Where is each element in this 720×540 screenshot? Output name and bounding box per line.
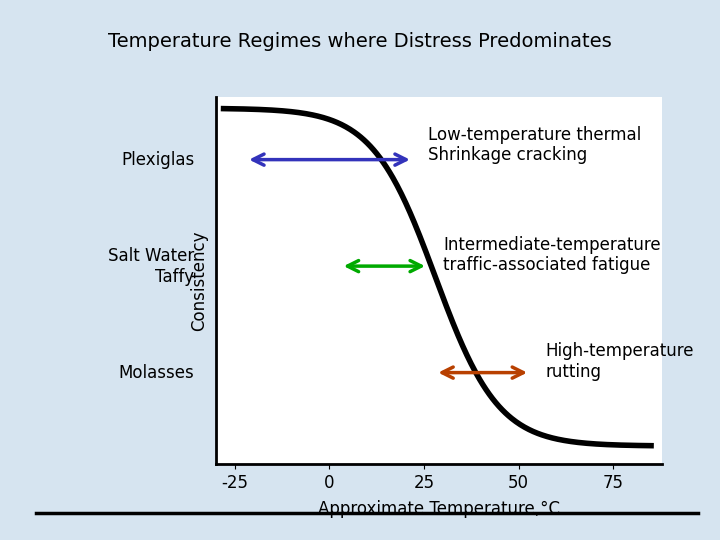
Y-axis label: Consistency: Consistency [189, 231, 207, 331]
Text: High-temperature
rutting: High-temperature rutting [545, 342, 693, 381]
Text: Temperature Regimes where Distress Predominates: Temperature Regimes where Distress Predo… [108, 32, 612, 51]
Text: Molasses: Molasses [119, 363, 194, 382]
X-axis label: Approximate Temperature,°C: Approximate Temperature,°C [318, 501, 560, 518]
Text: Salt Water
Taffy: Salt Water Taffy [108, 247, 194, 286]
Text: Intermediate-temperature
traffic-associated fatigue: Intermediate-temperature traffic-associa… [443, 235, 661, 274]
Text: Plexiglas: Plexiglas [121, 151, 194, 168]
Text: Low-temperature thermal
Shrinkage cracking: Low-temperature thermal Shrinkage cracki… [428, 125, 641, 164]
